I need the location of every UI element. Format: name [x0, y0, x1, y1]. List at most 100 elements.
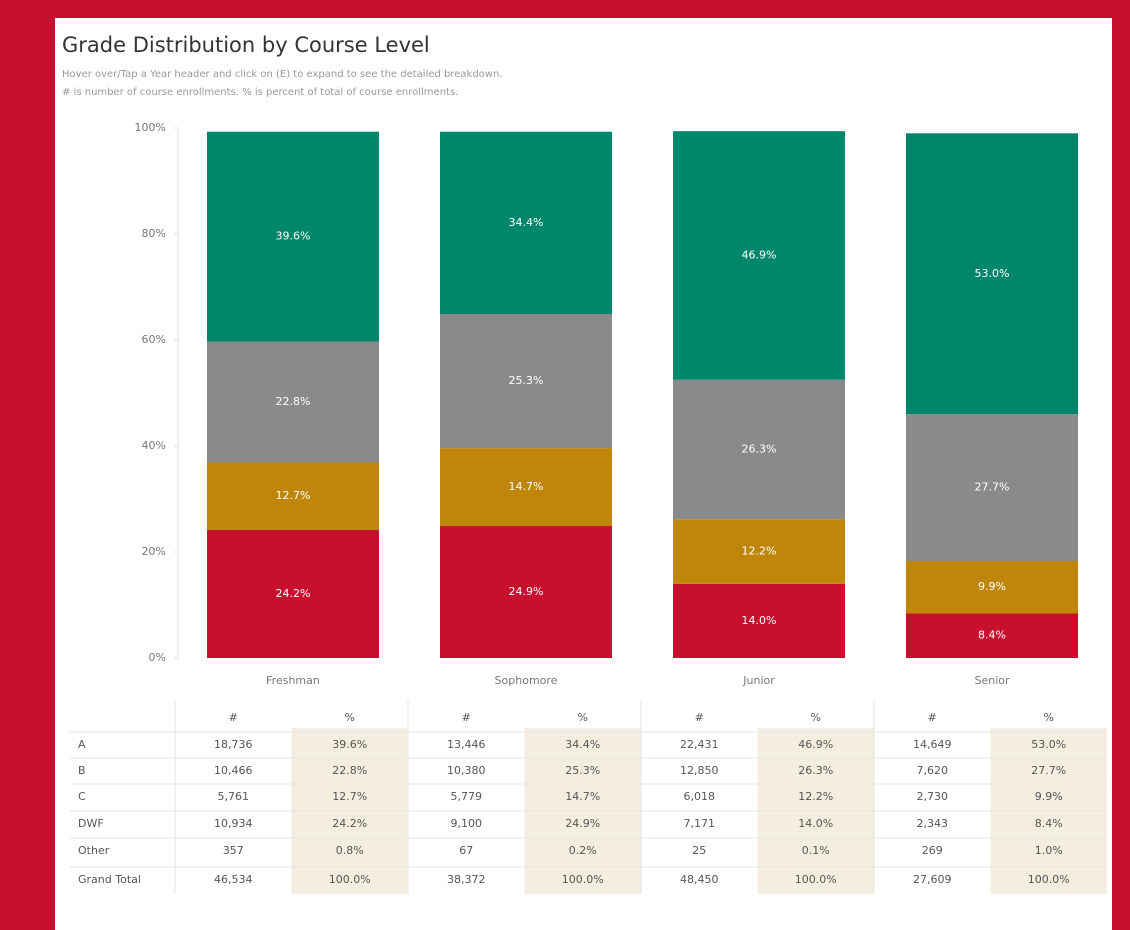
value-label: 12.7%	[276, 489, 311, 502]
y-tick-label: 40%	[142, 439, 166, 452]
value-label: 26.3%	[742, 442, 777, 455]
table-cell: 24.2%	[332, 817, 367, 830]
table-cell: 269	[922, 844, 943, 857]
table-cell: 18,736	[214, 738, 253, 751]
table-cell: 25.3%	[565, 764, 600, 777]
row-label: C	[78, 790, 86, 803]
table-cell: 100.0%	[329, 873, 371, 886]
table-cell: 22,431	[680, 738, 719, 751]
table-cell: 14,649	[913, 738, 952, 751]
value-label: 12.2%	[742, 544, 777, 557]
table-cell: 22.8%	[332, 764, 367, 777]
value-label: 22.8%	[276, 395, 311, 408]
table-cell: 24.9%	[565, 817, 600, 830]
value-label: 46.9%	[742, 248, 777, 261]
table-cell: 6,018	[684, 790, 716, 803]
bar-segment	[207, 341, 379, 463]
table-cell: 0.2%	[569, 844, 597, 857]
value-label: 8.4%	[978, 629, 1006, 642]
table-cell: 34.4%	[565, 738, 600, 751]
column-header: #	[229, 711, 238, 724]
y-tick-label: 60%	[142, 333, 166, 346]
chart-title: Grade Distribution by Course Level	[62, 33, 430, 57]
table-cell: 2,343	[917, 817, 949, 830]
row-label: Grand Total	[78, 873, 141, 886]
table-cell: 100.0%	[795, 873, 837, 886]
table-cell: 14.7%	[565, 790, 600, 803]
table-cell: 10,934	[214, 817, 253, 830]
y-tick-label: 100%	[135, 121, 166, 134]
table-cell: 46,534	[214, 873, 253, 886]
table-cell: 5,761	[218, 790, 250, 803]
bar-segment	[673, 131, 845, 380]
value-label: 53.0%	[975, 267, 1010, 280]
table-cell: 13,446	[447, 738, 486, 751]
bar-segment	[440, 131, 612, 315]
x-tick-label: Senior	[974, 674, 1010, 687]
column-header: %	[345, 711, 355, 724]
table-cell: 100.0%	[562, 873, 604, 886]
bar-segment	[906, 414, 1078, 562]
y-tick-label: 20%	[142, 545, 166, 558]
table-cell: 53.0%	[1031, 738, 1066, 751]
table-cell: 7,620	[917, 764, 949, 777]
table-cell: 14.0%	[798, 817, 833, 830]
table-cell: 12.7%	[332, 790, 367, 803]
bar-segment	[440, 314, 612, 449]
value-label: 9.9%	[978, 580, 1006, 593]
value-label: 14.7%	[509, 480, 544, 493]
table-cell: 27,609	[913, 873, 952, 886]
table-cell: 8.4%	[1035, 817, 1063, 830]
table-cell: 10,466	[214, 764, 253, 777]
y-tick-label: 80%	[142, 227, 166, 240]
table-cell: 39.6%	[332, 738, 367, 751]
bar-segment	[440, 526, 612, 658]
table-cell: 48,450	[680, 873, 719, 886]
row-label: B	[78, 764, 86, 777]
table-cell: 100.0%	[1028, 873, 1070, 886]
column-header: %	[1044, 711, 1054, 724]
table-cell: 46.9%	[798, 738, 833, 751]
table-cell: 12.2%	[798, 790, 833, 803]
table-cell: 25	[692, 844, 706, 857]
bar-segment	[207, 131, 379, 342]
bar-segment	[906, 613, 1078, 658]
table-cell: 9.9%	[1035, 790, 1063, 803]
x-tick-label: Junior	[742, 674, 775, 687]
value-label: 25.3%	[509, 374, 544, 387]
bar-segment	[440, 448, 612, 527]
y-tick-label: 0%	[149, 651, 166, 664]
table-cell: 12,850	[680, 764, 719, 777]
table-cell: 7,171	[684, 817, 716, 830]
table-cell: 2,730	[917, 790, 949, 803]
bar-segment	[673, 519, 845, 584]
table-cell: 38,372	[447, 873, 486, 886]
row-label: DWF	[78, 817, 104, 830]
table-cell: 26.3%	[798, 764, 833, 777]
table-cell: 9,100	[451, 817, 483, 830]
column-header: #	[695, 711, 704, 724]
column-header: #	[462, 711, 471, 724]
row-label: A	[78, 738, 86, 751]
table-cell: 1.0%	[1035, 844, 1063, 857]
bar-segment	[207, 529, 379, 658]
value-label: 27.7%	[975, 481, 1010, 494]
bar-segment	[207, 462, 379, 530]
table-cell: 27.7%	[1031, 764, 1066, 777]
column-header: %	[578, 711, 588, 724]
bar-segment	[906, 133, 1078, 415]
column-header: #	[928, 711, 937, 724]
value-label: 39.6%	[276, 230, 311, 243]
bar-segment	[673, 379, 845, 520]
column-header: %	[811, 711, 821, 724]
value-label: 34.4%	[509, 216, 544, 229]
table-cell: 357	[223, 844, 244, 857]
table-cell: 0.1%	[802, 844, 830, 857]
value-label: 24.2%	[276, 587, 311, 600]
subtitle: # is number of course enrollments. % is …	[62, 87, 458, 98]
bar-segment	[906, 561, 1078, 614]
x-tick-label: Sophomore	[495, 674, 558, 687]
bar-segment	[673, 583, 845, 658]
